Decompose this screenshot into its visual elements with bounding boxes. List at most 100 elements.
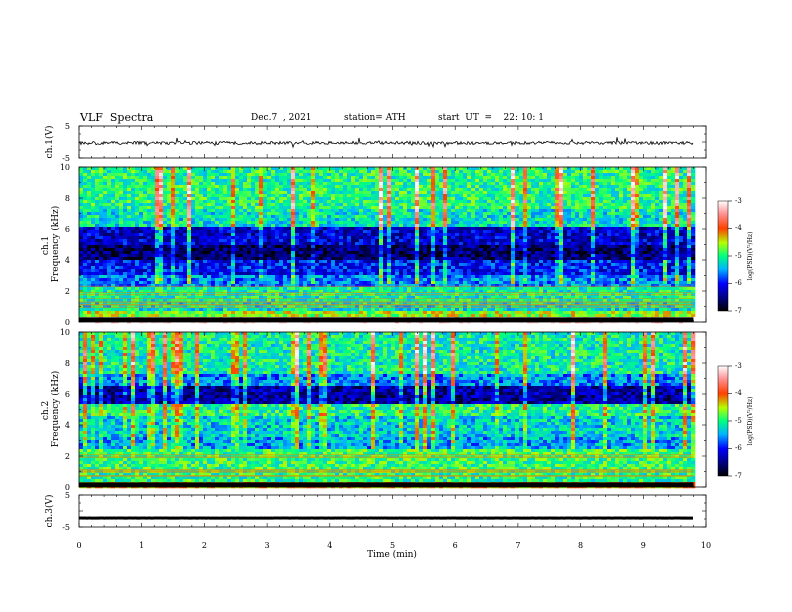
spectrogram-cell bbox=[307, 206, 312, 210]
spectrogram-cell bbox=[167, 248, 172, 252]
spectrogram-cell bbox=[551, 224, 556, 228]
spectrogram-cell bbox=[491, 233, 496, 237]
spectrogram-cell bbox=[283, 221, 288, 225]
spectrogram-cell bbox=[427, 203, 432, 207]
spectrogram-cell bbox=[431, 245, 436, 249]
spectrogram-cell bbox=[599, 230, 604, 234]
spectrogram-cell bbox=[635, 248, 640, 252]
spectrogram-cell bbox=[527, 206, 532, 210]
spectrogram-cell bbox=[283, 248, 288, 252]
spectrogram-cell bbox=[655, 179, 660, 183]
spectrogram-cell bbox=[355, 191, 360, 195]
spectrogram-cell bbox=[83, 209, 88, 213]
spectrogram-cell bbox=[95, 182, 100, 186]
spectrogram-cell bbox=[95, 233, 100, 237]
spectrogram-cell bbox=[91, 236, 96, 240]
spectrogram-cell bbox=[595, 185, 600, 189]
spectrogram-cell bbox=[231, 182, 236, 186]
spectrogram-cell bbox=[595, 254, 600, 258]
spectrogram-cell bbox=[151, 218, 156, 222]
spectrogram-cell bbox=[251, 245, 256, 249]
spectrogram-cell bbox=[487, 167, 492, 171]
spectrogram-cell bbox=[651, 197, 656, 201]
spectrogram-cell bbox=[99, 191, 104, 195]
spectrogram-cell bbox=[223, 236, 228, 240]
spectrogram-cell bbox=[419, 170, 424, 174]
spectrogram-cell bbox=[295, 224, 300, 228]
spectrogram-cell bbox=[171, 170, 176, 174]
spectrogram-cell bbox=[267, 236, 272, 240]
spectrogram-cell bbox=[635, 209, 640, 213]
spectrogram-cell bbox=[495, 224, 500, 228]
spectrogram-cell bbox=[139, 257, 144, 261]
spectrogram-cell bbox=[123, 176, 128, 180]
spectrogram-cell bbox=[687, 179, 692, 183]
spectrogram-cell bbox=[179, 251, 184, 255]
spectrogram-cell bbox=[391, 239, 396, 243]
spectrogram-cell bbox=[603, 248, 608, 252]
spectrogram-cell bbox=[303, 248, 308, 252]
spectrogram-cell bbox=[691, 242, 696, 246]
spectrogram-cell bbox=[223, 182, 228, 186]
spectrogram-cell bbox=[155, 200, 160, 204]
spectrogram-cell bbox=[311, 173, 316, 177]
spectrogram-cell bbox=[423, 170, 428, 174]
spectrogram-cell bbox=[191, 203, 196, 207]
spectrogram-cell bbox=[423, 254, 428, 258]
spectrogram-cell bbox=[151, 227, 156, 231]
spectrogram-cell bbox=[279, 248, 284, 252]
spectrogram-cell bbox=[99, 251, 104, 255]
spectrogram-cell bbox=[271, 233, 276, 237]
spectrogram-cell bbox=[619, 173, 624, 177]
spectrogram-cell bbox=[571, 245, 576, 249]
spectrogram-cell bbox=[199, 254, 204, 258]
spectrogram-cell bbox=[555, 209, 560, 213]
spectrogram-cell bbox=[271, 215, 276, 219]
spectrogram-cell bbox=[451, 176, 456, 180]
spectrogram-cell bbox=[523, 167, 528, 171]
spectrogram-cell bbox=[507, 215, 512, 219]
spectrogram-cell bbox=[187, 188, 192, 192]
spectrogram-cell bbox=[79, 248, 84, 252]
spectrogram-cell bbox=[195, 191, 200, 195]
spectrogram-cell bbox=[555, 167, 560, 171]
spectrogram-cell bbox=[367, 260, 372, 264]
spectrogram-cell bbox=[283, 236, 288, 240]
spectrogram-cell bbox=[487, 248, 492, 252]
spectrogram-cell bbox=[283, 203, 288, 207]
spectrogram-cell bbox=[327, 212, 332, 216]
spectrogram-cell bbox=[423, 179, 428, 183]
spectrogram-cell bbox=[407, 179, 412, 183]
spectrogram-cell bbox=[483, 230, 488, 234]
spectrogram-cell bbox=[311, 188, 316, 192]
spectrogram-cell bbox=[611, 170, 616, 174]
spectrogram-cell bbox=[603, 254, 608, 258]
spectrogram-cell bbox=[287, 260, 292, 264]
spectrogram-cell bbox=[487, 191, 492, 195]
spectrogram-cell bbox=[503, 257, 508, 261]
spectrogram-cell bbox=[611, 212, 616, 216]
spectrogram-cell bbox=[459, 260, 464, 264]
spectrogram-cell bbox=[203, 248, 208, 252]
spectrogram-cell bbox=[115, 224, 120, 228]
spectrogram-cell bbox=[639, 206, 644, 210]
spectrogram-cell bbox=[299, 203, 304, 207]
spectrogram-cell bbox=[539, 197, 544, 201]
spectrogram-cell bbox=[611, 185, 616, 189]
spectrogram-cell bbox=[115, 239, 120, 243]
spectrogram-cell bbox=[439, 206, 444, 210]
spectrogram-cell bbox=[219, 212, 224, 216]
spectrogram-cell bbox=[651, 209, 656, 213]
spectrogram-cell bbox=[443, 236, 448, 240]
spectrogram-cell bbox=[91, 230, 96, 234]
spectrogram-cell bbox=[127, 254, 132, 258]
spectrogram-cell bbox=[255, 260, 260, 264]
spectrogram-cell bbox=[615, 203, 620, 207]
spectrogram-cell bbox=[99, 170, 104, 174]
spectrogram-cell bbox=[659, 173, 664, 177]
spectrogram-cell bbox=[659, 170, 664, 174]
spectrogram-cell bbox=[503, 185, 508, 189]
spectrogram-cell bbox=[639, 239, 644, 243]
spectrogram-cell bbox=[131, 227, 136, 231]
spectrogram-cell bbox=[239, 227, 244, 231]
